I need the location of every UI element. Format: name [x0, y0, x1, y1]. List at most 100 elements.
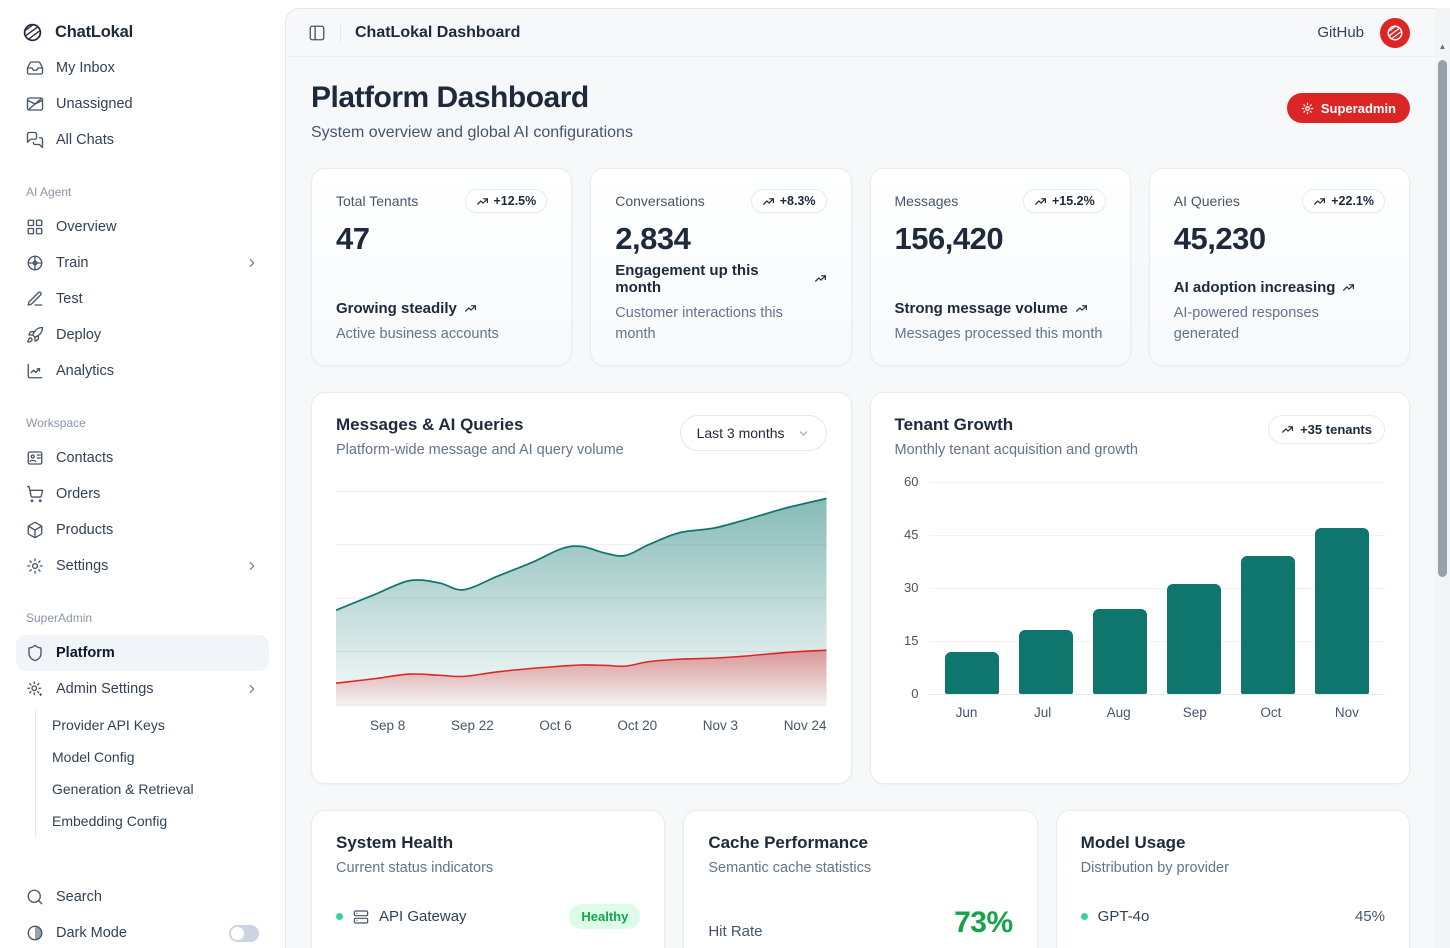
sidebar-item-unassigned[interactable]: Unassigned: [16, 86, 269, 122]
trend-up-icon: [1281, 423, 1294, 436]
hit-rate-value: 73%: [954, 906, 1013, 940]
sidebar-item-overview[interactable]: Overview: [16, 209, 269, 245]
card-subtitle: Semantic cache statistics: [708, 860, 1012, 876]
stat-highlight: Growing steadily: [336, 300, 547, 317]
sidebar-item-settings[interactable]: Settings: [16, 548, 269, 584]
server-icon: [353, 909, 369, 925]
stat-label: Messages: [895, 193, 959, 209]
area-chart-x-labels: Sep 8Sep 22Oct 6Oct 20Nov 3Nov 24: [336, 718, 827, 733]
area-chart: Sep 8Sep 22Oct 6Oct 20Nov 3Nov 24: [336, 478, 827, 733]
bars: [929, 482, 1386, 694]
y-tick-label: 0: [911, 686, 918, 701]
chart-subtitle: Platform-wide message and AI query volum…: [336, 442, 624, 458]
sidebar-item-train[interactable]: Train: [16, 245, 269, 281]
sidebar-subitem-embedding-config[interactable]: Embedding Config: [36, 805, 269, 837]
trend-badge: +15.2%: [1023, 189, 1106, 213]
chats-icon: [26, 131, 44, 149]
trend-up-icon: [476, 195, 489, 208]
sidebar-item-label: Platform: [56, 645, 115, 661]
stat-card-conversations: Conversations +8.3% 2,834 Engagement up …: [590, 168, 851, 366]
sidebar-item-label: Analytics: [56, 363, 114, 379]
sidebar-item-label: Orders: [56, 486, 100, 502]
sidebar-item-contacts[interactable]: Contacts: [16, 440, 269, 476]
page-subtitle: System overview and global AI configurat…: [311, 124, 633, 142]
trend-up-icon: [464, 302, 477, 315]
sidebar-subitem-provider-api-keys[interactable]: Provider API Keys: [36, 709, 269, 741]
wheel-icon: [26, 254, 44, 272]
mail-off-icon: [26, 95, 44, 113]
stat-card-ai-queries: AI Queries +22.1% 45,230 AI adoption inc…: [1149, 168, 1410, 366]
stat-value: 2,834: [615, 221, 826, 257]
avatar[interactable]: [1380, 18, 1410, 48]
x-tick-label: Sep 22: [451, 718, 494, 733]
sidebar-item-admin-settings[interactable]: Admin Settings: [16, 671, 269, 707]
sidebar: ChatLokal My Inbox Unassigned All Chats …: [0, 0, 285, 948]
sidebar-item-test[interactable]: Test: [16, 281, 269, 317]
sidebar-item-label: Test: [56, 291, 83, 307]
x-tick-label: Nov 24: [784, 718, 827, 733]
sidebar-item-search[interactable]: Search: [16, 879, 269, 915]
scrollbar-thumb[interactable]: [1438, 60, 1447, 577]
sidebar-item-products[interactable]: Products: [16, 512, 269, 548]
bar-chart-x-labels: JunJulAugSepOctNov: [929, 705, 1386, 720]
sidebar-subitem-generation-retrieval[interactable]: Generation & Retrieval: [36, 773, 269, 805]
sidebar-subitem-model-config[interactable]: Model Config: [36, 741, 269, 773]
trend-badge: +8.3%: [751, 189, 827, 213]
sidebar-item-label: Deploy: [56, 327, 101, 343]
x-tick-label: Oct: [1233, 705, 1309, 720]
sidebar-item-analytics[interactable]: Analytics: [16, 353, 269, 389]
bar-chart: 015304560: [895, 482, 1386, 694]
inbox-icon: [26, 59, 44, 77]
header-right: GitHub: [1317, 18, 1428, 48]
gridline: [929, 694, 1386, 695]
sidebar-item-deploy[interactable]: Deploy: [16, 317, 269, 353]
x-tick-label: Oct 20: [617, 718, 657, 733]
tenant-growth-badge: +35 tenants: [1268, 415, 1385, 444]
x-tick-label: Jul: [1005, 705, 1081, 720]
provider-share: 45%: [1355, 908, 1385, 925]
hit-rate-row: Hit Rate 73%: [708, 906, 1012, 940]
chart-subtitle: Monthly tenant acquisition and growth: [895, 442, 1138, 458]
chart-card-messages-ai-queries: Messages & AI Queries Platform-wide mess…: [311, 392, 852, 784]
area-chart-svg: [336, 478, 827, 706]
sidebar-toggle-icon[interactable]: [308, 24, 326, 42]
stat-label: Conversations: [615, 193, 705, 209]
sidebar-item-label: Settings: [56, 558, 108, 574]
stat-value: 47: [336, 221, 547, 257]
scroll-up-arrow[interactable]: ▲: [1435, 42, 1450, 52]
stat-description: AI-powered responses generated: [1174, 303, 1385, 345]
sidebar-item-label: All Chats: [56, 132, 114, 148]
trend-up-icon: [814, 272, 827, 285]
vertical-scrollbar[interactable]: ▲: [1435, 8, 1450, 948]
chevron-right-icon: [245, 682, 259, 696]
bar-jul: [1019, 630, 1073, 694]
sidebar-item-label: Train: [56, 255, 89, 271]
stat-label: Total Tenants: [336, 193, 418, 209]
chart-card-tenant-growth: Tenant Growth Monthly tenant acquisition…: [870, 392, 1411, 784]
stat-card-total-tenants: Total Tenants +12.5% 47 Growing steadily…: [311, 168, 572, 366]
sidebar-item-label: Products: [56, 522, 113, 538]
shopping-cart-icon: [26, 485, 44, 503]
card-subtitle: Distribution by provider: [1081, 860, 1385, 876]
stat-label: AI Queries: [1174, 193, 1240, 209]
card-title: Cache Performance: [708, 833, 1012, 853]
date-range-select[interactable]: Last 3 months: [680, 415, 827, 451]
sidebar-item-my-inbox[interactable]: My Inbox: [16, 50, 269, 86]
page-title: Platform Dashboard: [311, 81, 633, 115]
panel-header: ChatLokal Dashboard GitHub: [286, 9, 1450, 57]
card-title: Model Usage: [1081, 833, 1385, 853]
github-link[interactable]: GitHub: [1317, 24, 1364, 41]
sidebar-item-orders[interactable]: Orders: [16, 476, 269, 512]
brand: ChatLokal: [16, 14, 269, 50]
sidebar-group-label-superadmin: SuperAdmin: [16, 611, 269, 625]
chatlokal-logo-icon: [22, 22, 43, 43]
dark-mode-toggle[interactable]: [229, 925, 259, 942]
provider-name: GPT-4o: [1098, 908, 1150, 925]
status-dot: [336, 913, 343, 920]
y-tick-label: 60: [904, 474, 918, 489]
sidebar-item-all-chats[interactable]: All Chats: [16, 122, 269, 158]
sidebar-item-platform[interactable]: Platform: [16, 635, 269, 671]
chevron-right-icon: [245, 559, 259, 573]
sidebar-item-label: Search: [56, 889, 102, 905]
brand-name: ChatLokal: [55, 23, 133, 42]
